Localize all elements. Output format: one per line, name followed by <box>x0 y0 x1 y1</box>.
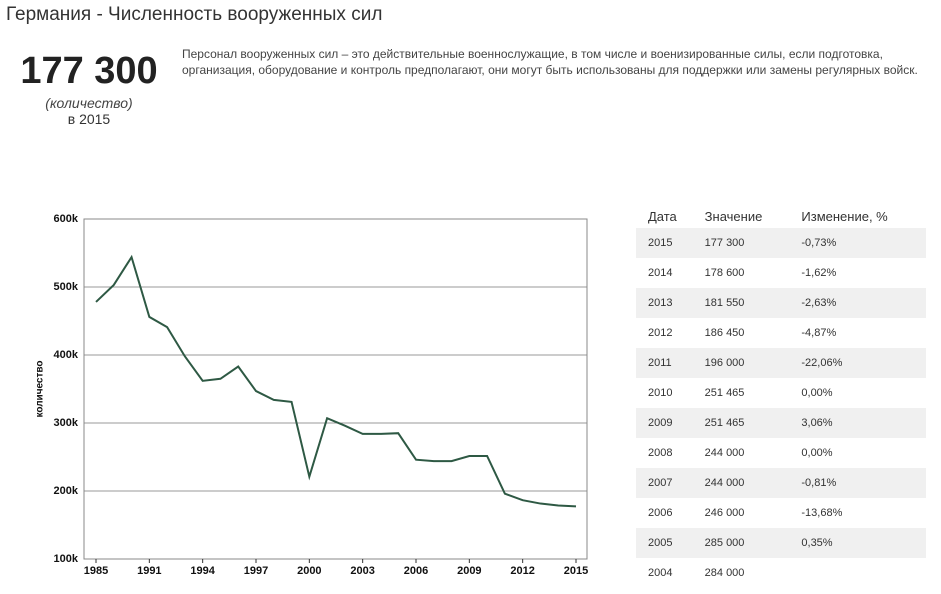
table-row: 2011 196 000 -22,06% <box>636 348 926 378</box>
table-row: 2010 251 465 0,00% <box>636 378 926 408</box>
table-cell: 2009 <box>636 408 693 438</box>
table-cell: 2014 <box>648 267 673 279</box>
table-header: Дата Значение Изменение, % <box>636 196 926 228</box>
table-cell: 0,00% <box>801 447 833 459</box>
header-cell: Значение <box>704 209 763 224</box>
table-row: 2013 181 550 -2,63% <box>636 288 926 318</box>
line-series <box>95 254 577 508</box>
headline: 177 300 (количество) в 2015 <box>14 50 164 127</box>
table-row: 2014 178 600 -1,62% <box>636 258 926 288</box>
table-cell: 2004 <box>648 567 673 579</box>
headline-year: в 2015 <box>67 111 111 127</box>
table-cell: -2,63% <box>789 288 926 318</box>
table-cell: -0,81% <box>789 468 926 498</box>
table-cell: 177 300 <box>692 228 790 258</box>
table-cell: 3,06% <box>789 408 926 438</box>
x-tick-label: 1991 <box>137 565 161 577</box>
table-cell: 2008 <box>648 447 673 459</box>
y-tick-label: 100k <box>54 553 79 565</box>
x-tick-label: 2009 <box>457 565 481 577</box>
table-cell: 0,00% <box>801 387 833 399</box>
table-cell: 2013 <box>636 288 693 318</box>
headline-unit: (количество) <box>45 95 133 111</box>
table-cell: 244 000 <box>704 447 745 459</box>
page-title: Германия - Численность вооруженных сил <box>6 4 383 25</box>
table-cell: 2011 <box>636 348 693 378</box>
y-tick-label: 200k <box>54 485 79 497</box>
table-cell: 244 000 <box>692 468 790 498</box>
headline-value: 177 300 <box>20 50 158 92</box>
table-cell: 2015 <box>636 228 693 258</box>
x-tick-label: 2012 <box>510 565 534 577</box>
x-tick-label: 2000 <box>297 565 321 577</box>
table-cell <box>789 558 926 588</box>
table-cell: 285 000 <box>692 528 790 558</box>
table-cell: 251 465 <box>692 408 790 438</box>
table-cell: -0,73% <box>789 228 926 258</box>
table-row: 2008 244 000 0,00% <box>636 438 926 468</box>
plot-frame <box>83 218 588 560</box>
table-cell: 246 000 <box>704 507 745 519</box>
header-cell: Дата <box>648 209 677 224</box>
y-tick-label: 600k <box>54 213 79 225</box>
table-cell: -22,06% <box>789 348 926 378</box>
y-axis-label: количество <box>35 360 46 417</box>
table-row: 2009 251 465 3,06% <box>636 408 926 438</box>
table-cell: 178 600 <box>704 267 745 279</box>
table-cell: 181 550 <box>692 288 790 318</box>
table-cell: 2007 <box>636 468 693 498</box>
chart: 100k 200k 300k 400k 500k 600k 1985 1991 1994 1997… <box>35 213 589 577</box>
table-cell: 284 000 <box>704 567 745 579</box>
table-row: 2012 186 450 -4,87% <box>636 318 926 348</box>
table-cell: 2006 <box>648 507 673 519</box>
table-row: 2004 284 000 <box>636 558 926 588</box>
x-tick-label: 2003 <box>350 565 374 577</box>
y-tick-label: 400k <box>54 349 79 361</box>
description: Персонал вооруженных сил – это действите… <box>182 47 918 77</box>
table-cell: -1,62% <box>801 267 837 279</box>
y-tick-label: 300k <box>54 417 79 429</box>
x-tick-label: 2015 <box>564 565 588 577</box>
table-row: 2005 285 000 0,35% <box>636 528 926 558</box>
table-row: 2015 177 300 -0,73% <box>636 228 926 258</box>
x-tick-label: 1985 <box>84 565 108 577</box>
data-table: Дата Значение Изменение, % 2015 177 300 -0,73… <box>636 196 926 588</box>
table-cell: -13,68% <box>801 507 843 519</box>
y-tick-label: 500k <box>54 281 79 293</box>
table-cell: 2010 <box>648 387 673 399</box>
x-tick-label: 1997 <box>244 565 268 577</box>
table-cell: 0,35% <box>789 528 926 558</box>
x-tick-label: 1994 <box>190 565 215 577</box>
header-cell: Изменение, % <box>801 209 888 224</box>
table-row: 2007 244 000 -0,81% <box>636 468 926 498</box>
table-cell: -4,87% <box>801 327 837 339</box>
table-row: 2006 246 000 -13,68% <box>636 498 926 528</box>
table-cell: 186 450 <box>704 327 745 339</box>
table-cell: 251 465 <box>704 387 745 399</box>
table-cell: 2012 <box>648 327 673 339</box>
table-cell: 196 000 <box>692 348 790 378</box>
table-cell: 2005 <box>636 528 693 558</box>
x-tick-label: 2006 <box>404 565 428 577</box>
